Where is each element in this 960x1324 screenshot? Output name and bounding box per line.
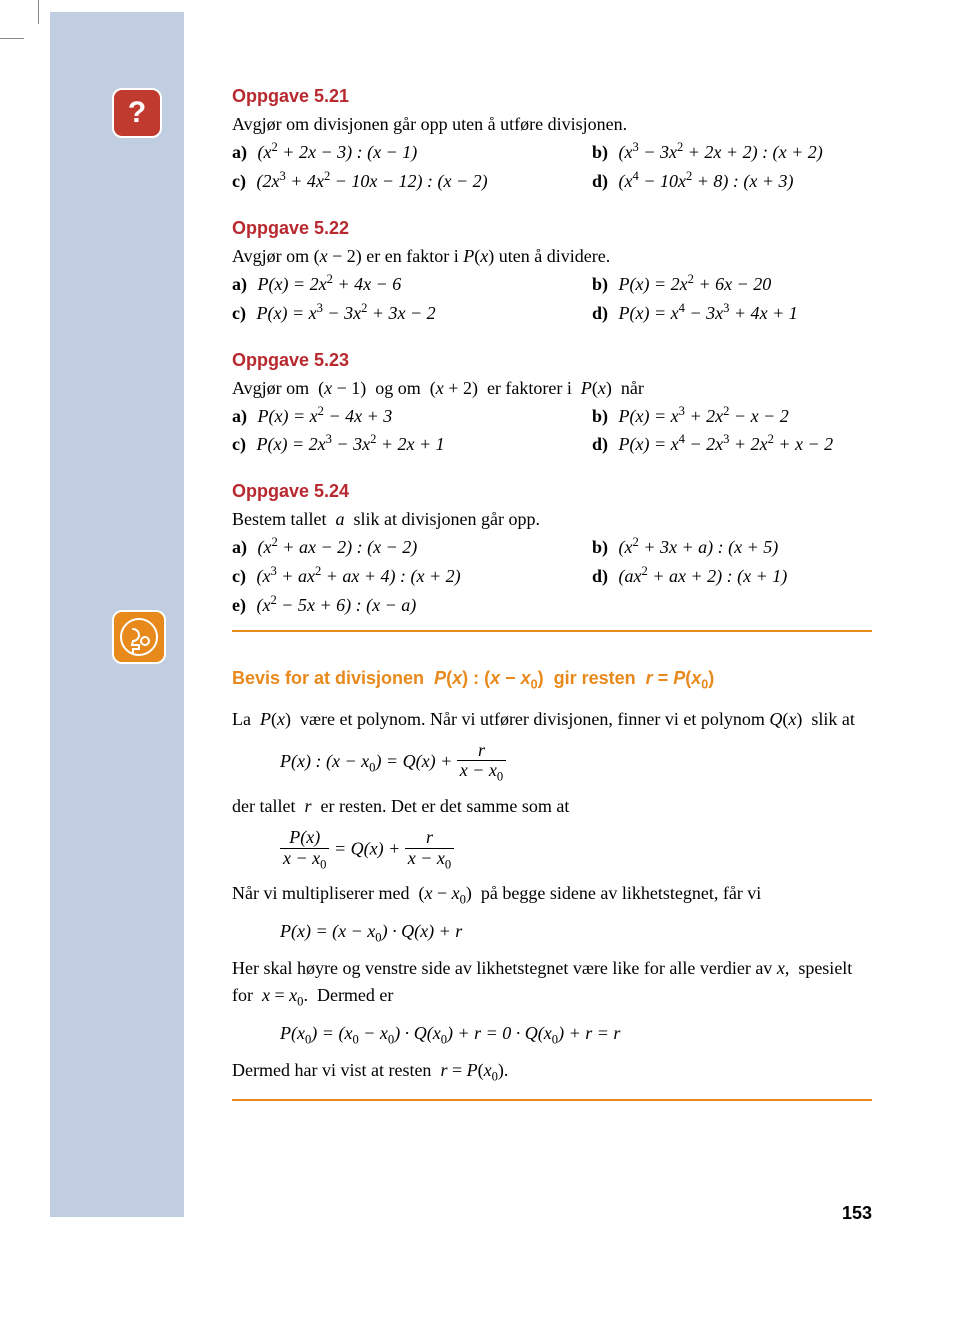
part-math: (x2 + ax − 2) : (x − 2) xyxy=(258,537,418,557)
task-parts-row: c) (x3 + ax2 + ax + 4) : (x + 2) d) (ax2… xyxy=(232,562,872,591)
task-parts-row: c) P(x) = x3 − 3x2 + 3x − 2 d) P(x) = x4… xyxy=(232,299,872,328)
part-label: c) xyxy=(232,566,246,586)
question-icon: ? xyxy=(112,88,162,138)
task-intro: Avgjør om (x − 1) og om (x + 2) er fakto… xyxy=(232,375,872,402)
part-math: (x3 − 3x2 + 2x + 2) : (x + 2) xyxy=(619,142,823,162)
part-math: (2x3 + 4x2 − 10x − 12) : (x − 2) xyxy=(256,171,487,191)
task-intro: Avgjør om (x − 2) er en faktor i P(x) ut… xyxy=(232,243,872,270)
task-intro: Avgjør om divisjonen går opp uten å utfø… xyxy=(232,111,872,138)
part-label: a) xyxy=(232,274,247,294)
divider xyxy=(232,630,872,632)
part-math: P(x) = 2x2 + 6x − 20 xyxy=(619,274,772,294)
task-parts-row: c) (2x3 + 4x2 − 10x − 12) : (x − 2) d) (… xyxy=(232,167,872,196)
proof-equation: P(x)x − x0 = Q(x) + rx − x0 xyxy=(280,828,872,872)
part-label: b) xyxy=(592,406,608,426)
part-math: (x4 − 10x2 + 8) : (x + 3) xyxy=(619,171,794,191)
part-math: P(x) = x3 + 2x2 − x − 2 xyxy=(619,406,789,426)
part-label: d) xyxy=(592,303,608,323)
part-label: b) xyxy=(592,274,608,294)
task-title: Oppgave 5.21 xyxy=(232,86,872,107)
part-math: P(x) = 2x3 − 3x2 + 2x + 1 xyxy=(256,434,444,454)
proof-text: Dermed har vi vist at resten r = P(x0). xyxy=(232,1057,872,1086)
part-math: P(x) = x4 − 2x3 + 2x2 + x − 2 xyxy=(619,434,834,454)
part-label: b) xyxy=(592,142,608,162)
part-math: P(x) = x3 − 3x2 + 3x − 2 xyxy=(256,303,435,323)
task-5-22: Oppgave 5.22 Avgjør om (x − 2) er en fak… xyxy=(232,218,872,328)
part-math: P(x) = 2x2 + 4x − 6 xyxy=(258,274,402,294)
task-title: Oppgave 5.23 xyxy=(232,350,872,371)
part-label: a) xyxy=(232,406,247,426)
part-label: d) xyxy=(592,566,608,586)
part-math: (x3 + ax2 + ax + 4) : (x + 2) xyxy=(256,566,460,586)
task-title: Oppgave 5.22 xyxy=(232,218,872,239)
part-math: (x2 + 2x − 3) : (x − 1) xyxy=(258,142,418,162)
proof-text: der tallet r er resten. Det er det samme… xyxy=(232,793,872,820)
part-label: d) xyxy=(592,171,608,191)
proof-equation: P(x) = (x − x0) · Q(x) + r xyxy=(280,918,872,947)
part-math: (x2 − 5x + 6) : (x − a) xyxy=(256,595,416,615)
page: ? Oppgave 5.21 Avgjør om divisjonen går … xyxy=(0,0,960,1324)
proof-text: Her skal høyre og venstre side av likhet… xyxy=(232,955,872,1011)
proof-equation: P(x0) = (x0 − x0) · Q(x0) + r = 0 · Q(x0… xyxy=(280,1020,872,1049)
task-5-24: Oppgave 5.24 Bestem tallet a slik at div… xyxy=(232,481,872,620)
part-math: (ax2 + ax + 2) : (x + 1) xyxy=(619,566,788,586)
part-math: P(x) = x2 − 4x + 3 xyxy=(258,406,393,426)
part-label: c) xyxy=(232,171,246,191)
part-math: P(x) = x4 − 3x3 + 4x + 1 xyxy=(619,303,798,323)
part-math: (x2 + 3x + a) : (x + 5) xyxy=(619,537,779,557)
task-intro: Bestem tallet a slik at divisjonen går o… xyxy=(232,506,872,533)
task-parts-row: a) (x2 + ax − 2) : (x − 2) b) (x2 + 3x +… xyxy=(232,533,872,562)
part-label: c) xyxy=(232,434,246,454)
part-label: b) xyxy=(592,537,608,557)
part-label: d) xyxy=(592,434,608,454)
crop-mark xyxy=(0,38,24,39)
proof-text: La P(x) være et polynom. Når vi utfører … xyxy=(232,706,872,733)
task-parts-row: a) P(x) = x2 − 4x + 3 b) P(x) = x3 + 2x2… xyxy=(232,402,872,431)
proof-icon xyxy=(112,610,166,664)
part-label: a) xyxy=(232,537,247,557)
page-number: 153 xyxy=(842,1203,872,1224)
task-5-21: Oppgave 5.21 Avgjør om divisjonen går op… xyxy=(232,86,872,196)
proof-section: Bevis for at divisjonen P(x) : (x − x0) … xyxy=(232,668,872,1086)
question-icon-label: ? xyxy=(128,96,146,130)
task-5-23: Oppgave 5.23 Avgjør om (x − 1) og om (x … xyxy=(232,350,872,460)
part-label: a) xyxy=(232,142,247,162)
proof-equation: P(x) : (x − x0) = Q(x) + rx − x0 xyxy=(280,741,872,785)
task-parts-row: e) (x2 − 5x + 6) : (x − a) xyxy=(232,591,872,620)
crop-mark xyxy=(38,0,39,24)
task-parts-row: a) P(x) = 2x2 + 4x − 6 b) P(x) = 2x2 + 6… xyxy=(232,270,872,299)
proof-title: Bevis for at divisjonen P(x) : (x − x0) … xyxy=(232,668,872,692)
proof-text: Når vi multipliserer med (x − x0) på beg… xyxy=(232,880,872,909)
content: Oppgave 5.21 Avgjør om divisjonen går op… xyxy=(232,86,872,1137)
thinker-icon xyxy=(119,617,159,657)
task-parts-row: c) P(x) = 2x3 − 3x2 + 2x + 1 d) P(x) = x… xyxy=(232,430,872,459)
part-label: c) xyxy=(232,303,246,323)
task-parts-row: a) (x2 + 2x − 3) : (x − 1) b) (x3 − 3x2 … xyxy=(232,138,872,167)
divider xyxy=(232,1099,872,1101)
part-label: e) xyxy=(232,595,246,615)
task-title: Oppgave 5.24 xyxy=(232,481,872,502)
